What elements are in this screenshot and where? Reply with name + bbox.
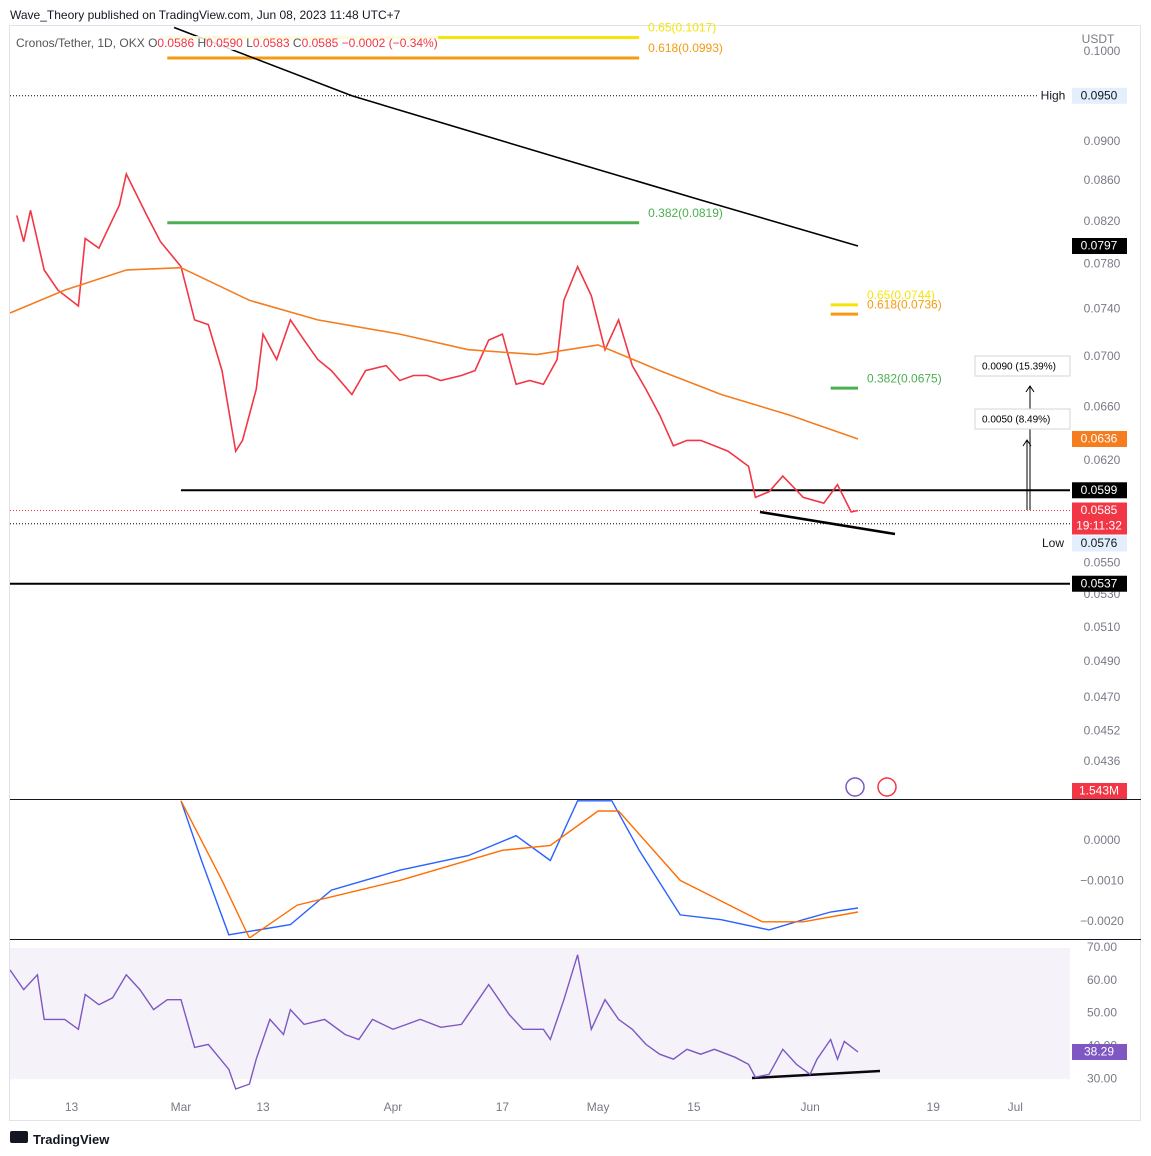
price-tag-box (1072, 87, 1127, 104)
ohlc-value: 0.0586 (157, 36, 195, 50)
y-tick-label: 0.0700 (1084, 349, 1121, 363)
measure-arrow-head (1022, 439, 1032, 447)
y-tick-label: 0.0452 (1084, 723, 1121, 737)
legend: Cronos/Tether, 1D, OKX O0.0586 H0.0590 L… (16, 36, 438, 50)
y-tick-label: 0.0900 (1084, 134, 1121, 148)
y-tick-label: 50.00 (1087, 1006, 1117, 1020)
price-tag-box (1072, 1043, 1127, 1060)
price-tag-box (1072, 238, 1127, 255)
series-line (10, 266, 859, 440)
y-tick-label: 0.0860 (1084, 173, 1121, 187)
y-tick-label: 0.0436 (1084, 754, 1121, 768)
publisher: Wave_Theory published on TradingView.com… (10, 8, 401, 22)
fib-label: 0.618(0.0736) (867, 297, 942, 311)
price-tag: 0.0537 (1081, 576, 1118, 590)
price-tag: 0.0950 (1081, 88, 1118, 102)
x-tick-label: May (587, 1100, 610, 1114)
price-tag: 0.0585 (1081, 503, 1118, 517)
ohlc-key: O (148, 36, 158, 50)
y-tick-label: 0.0000 (1084, 833, 1121, 847)
measure-arrow-head (1025, 385, 1035, 393)
ohlc-key: L (246, 36, 253, 50)
price-countdown: 19:11:32 (1076, 519, 1122, 533)
symbol: Cronos/Tether, 1D, OKX (16, 36, 145, 50)
y-tick-label: −0.0020 (1080, 914, 1124, 928)
ohlc-key: C (292, 36, 302, 50)
y-tick-label: 0.0470 (1084, 690, 1121, 704)
fib-label: 0.65(0.1017) (648, 21, 716, 35)
ohlc-value: 0.0583 (252, 36, 290, 50)
trendline (759, 510, 896, 536)
price-tag: 38.29 (1084, 1045, 1114, 1059)
measure-box (974, 408, 1071, 430)
price-tag: 0.0797 (1081, 239, 1118, 253)
trendline (751, 1069, 881, 1080)
ohlc-change: −0.0002 (−0.34%) (341, 36, 438, 50)
ohlc-value: 0.0585 (301, 36, 339, 50)
y-tick-label: 0.0550 (1084, 555, 1121, 569)
series-line (180, 800, 859, 936)
fib-label: 0.65(0.0744) (867, 288, 935, 302)
price-tag-box (1072, 482, 1127, 499)
price-tag-box (1072, 575, 1127, 592)
y-tick-label: 70.00 (1087, 940, 1117, 954)
price-tag-box (1072, 431, 1127, 448)
series-line (173, 26, 859, 247)
x-tick-label: 17 (496, 1100, 510, 1114)
x-tick-label: 19 (927, 1100, 941, 1114)
x-tick-label: Jul (1008, 1100, 1023, 1114)
x-tick-label: Jun (800, 1100, 819, 1114)
x-tick-label: 13 (256, 1100, 270, 1114)
price-tag: 0.0636 (1081, 432, 1118, 446)
y-tick-label: 0.0740 (1084, 302, 1121, 316)
fib-label: 0.618(0.0993) (648, 41, 723, 55)
y-tick-label: 30.00 (1087, 1071, 1117, 1085)
ohlc: O0.0586 H0.0590 L0.0583 C0.0585 −0.0002 … (148, 36, 438, 50)
brand-logo (10, 1131, 28, 1143)
volume-tag-box (1072, 783, 1127, 799)
measure: 0.0090 (15.39%) 0.0050 (8.49%) (974, 355, 1071, 510)
currency-label: USDT (1082, 32, 1115, 46)
price-tag-box (1072, 535, 1127, 552)
y-tick-label: 0.0780 (1084, 257, 1121, 271)
event-icon[interactable] (845, 777, 865, 797)
fib-label: 0.382(0.0819) (648, 206, 723, 220)
brand: TradingView (33, 1132, 110, 1147)
price-tag-name-box (1037, 87, 1070, 104)
price-tag-name-box (1037, 535, 1070, 552)
measure-box (974, 355, 1071, 377)
y-tick-label: 0.0620 (1084, 453, 1121, 467)
rsi-band (10, 947, 1070, 1080)
event-icon[interactable] (877, 777, 897, 797)
x-tick-label: Mar (171, 1100, 192, 1114)
measure-label: 0.0050 (8.49%) (982, 415, 1050, 426)
price-tag-name: Low (1042, 536, 1064, 550)
ohlc-key: H (197, 36, 207, 50)
y-tick-label: 0.0820 (1084, 214, 1121, 228)
series-line (10, 954, 859, 1090)
frame (9, 25, 1141, 1121)
series-line (180, 800, 859, 938)
ohlc-value: 0.0590 (206, 36, 243, 50)
price-tag: 0.0599 (1081, 483, 1118, 497)
price-tag-box (1072, 502, 1127, 535)
price-tag-name: High (1041, 88, 1066, 102)
y-tick-label: 0.0490 (1084, 654, 1121, 668)
measure-label: 0.0090 (15.39%) (982, 362, 1056, 373)
volume-tag: 1.543M (1079, 784, 1119, 798)
series-line (16, 171, 859, 513)
x-tick-label: 13 (65, 1100, 79, 1114)
fib-label: 0.382(0.0675) (867, 371, 942, 385)
y-tick-label: 0.0510 (1084, 620, 1121, 634)
x-tick-label: 15 (687, 1100, 701, 1114)
y-tick-label: 0.1000 (1084, 44, 1121, 58)
y-tick-label: 60.00 (1087, 973, 1117, 987)
price-tag: 0.0576 (1081, 536, 1118, 550)
x-tick-label: Apr (384, 1100, 403, 1114)
y-tick-label: −0.0010 (1080, 873, 1124, 887)
y-tick-label: 0.0660 (1084, 400, 1121, 414)
